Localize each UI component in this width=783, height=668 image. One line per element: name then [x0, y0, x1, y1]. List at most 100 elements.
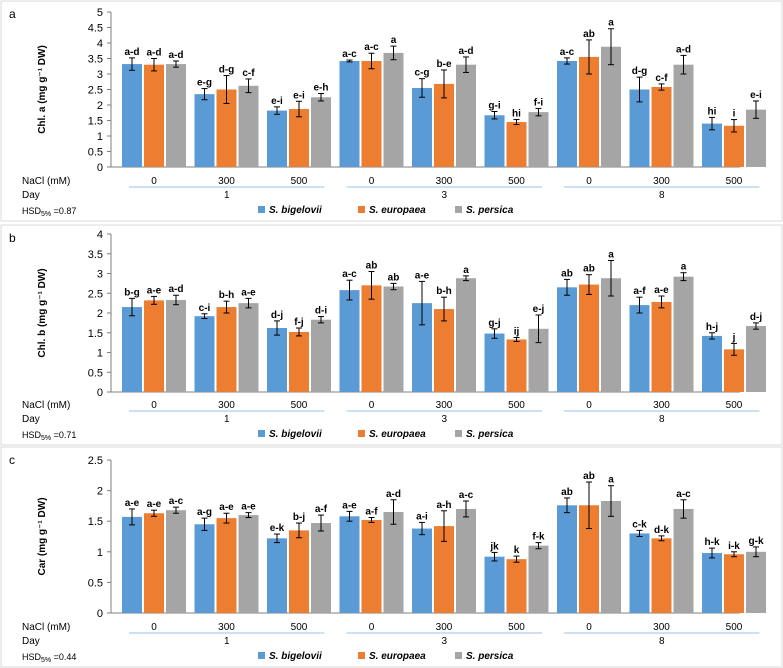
significance-letter: a-c	[169, 496, 184, 507]
bar-bigelovii	[702, 553, 722, 613]
bar-bigelovii	[122, 516, 142, 613]
legend-label-europaea: S. europaea	[369, 651, 426, 662]
bar-persica	[601, 501, 621, 613]
significance-letter: hi	[512, 109, 521, 120]
bar-europaea	[651, 538, 672, 613]
significance-letter: a-f	[315, 504, 328, 515]
significance-letter: a-e	[241, 502, 256, 513]
hsd-label: HSD5% =0.44	[22, 652, 76, 664]
bar-europaea	[289, 109, 309, 167]
significance-letter: d-i	[315, 306, 327, 317]
significance-letter: ab	[561, 268, 573, 279]
legend-swatch-europaea	[358, 206, 365, 213]
legend-swatch-europaea	[358, 652, 365, 659]
bar-persica	[456, 508, 476, 613]
day-label: Day	[22, 414, 40, 425]
significance-letter: a	[608, 18, 614, 29]
y-tick-label: 2	[97, 100, 103, 112]
bar-persica	[528, 545, 549, 613]
significance-letter: a-e	[147, 499, 162, 510]
significance-letter: h-k	[705, 537, 720, 548]
significance-letter: a-c	[342, 269, 357, 280]
bar-persica	[311, 319, 331, 392]
legend-swatch-bigelovii	[258, 652, 265, 659]
bar-bigelovii	[194, 94, 215, 167]
significance-letter: a	[391, 35, 397, 46]
significance-letter: hi	[708, 106, 717, 117]
significance-letter: b-j	[293, 512, 305, 523]
y-tick-label: 3	[97, 69, 103, 81]
bar-persica	[673, 508, 694, 613]
nacl-level: 300	[653, 622, 670, 633]
nacl-level: 0	[151, 176, 157, 187]
significance-letter: a-c	[459, 490, 474, 501]
panel-a: a 0 0.5 1 1.5 2 2.5 3 3.5 4 4.5 5 Chl. a (mg g⁻¹ DW)…	[0, 0, 783, 222]
significance-letter: g-k	[749, 536, 764, 547]
bar-persica	[528, 112, 549, 167]
bar-persica	[746, 109, 766, 167]
nacl-level: 0	[369, 622, 375, 633]
bar-persica	[311, 523, 331, 613]
bar-persica	[601, 46, 621, 167]
significance-letter: b-g	[124, 287, 140, 298]
nacl-level: 300	[218, 176, 235, 187]
day-label: Day	[22, 636, 40, 647]
significance-letter: d-j	[750, 312, 762, 323]
y-tick-label: 0.5	[88, 367, 103, 379]
bar-persica	[383, 52, 404, 167]
legend-swatch-persica	[455, 206, 462, 213]
nacl-level: 300	[436, 176, 453, 187]
bar-persica	[456, 278, 476, 392]
bar-europaea	[579, 56, 599, 168]
bar-europaea	[724, 125, 744, 167]
panel-letter: c	[9, 453, 15, 467]
significance-letter: a-d	[169, 50, 184, 61]
y-tick-label: 1.5	[88, 516, 103, 528]
bar-europaea	[434, 83, 454, 167]
nacl-level: 500	[291, 176, 308, 187]
bar-persica	[746, 326, 766, 392]
bar-europaea	[361, 60, 382, 168]
y-tick-label: 1.5	[88, 116, 103, 128]
nacl-label: NaCl (mM)	[22, 176, 70, 187]
day-value: 1	[224, 414, 230, 425]
significance-letter: g-i	[488, 101, 500, 112]
panel-letter: b	[9, 231, 16, 245]
significance-letter: c-k	[632, 519, 647, 530]
bar-bigelovii	[702, 335, 722, 392]
bar-persica	[673, 64, 694, 167]
bar-bigelovii	[412, 528, 432, 613]
nacl-level: 300	[436, 400, 453, 411]
significance-letter: ab	[583, 471, 595, 482]
day-value: 1	[224, 636, 230, 647]
significance-letter: b-h	[219, 290, 235, 301]
nacl-level: 500	[291, 400, 308, 411]
bar-persica	[383, 286, 404, 392]
day-label: Day	[22, 190, 40, 201]
legend-swatch-bigelovii	[258, 430, 265, 437]
significance-letter: a-d	[676, 44, 691, 55]
bar-bigelovii	[412, 87, 432, 167]
significance-letter: c-f	[242, 68, 255, 79]
y-tick-label: 2	[97, 486, 103, 498]
legend-swatch-europaea	[358, 430, 365, 437]
y-tick-label: 1	[97, 547, 103, 559]
significance-letter: ij	[514, 326, 520, 337]
day-value: 3	[441, 190, 447, 201]
bar-bigelovii	[702, 123, 722, 167]
legend-label-europaea: S. europaea	[369, 205, 426, 216]
bar-persica	[601, 278, 621, 392]
nacl-level: 500	[726, 400, 743, 411]
bar-bigelovii	[339, 516, 360, 613]
y-tick-label: 4	[97, 38, 103, 50]
significance-letter: f-k	[532, 532, 545, 543]
y-axis-title: Chl. a (mg g⁻¹ DW)	[37, 45, 48, 134]
bar-bigelovii	[484, 333, 505, 392]
day-value: 8	[659, 190, 665, 201]
significance-letter: c-f	[655, 73, 668, 84]
y-tick-label: 0	[97, 387, 103, 399]
significance-letter: j	[732, 332, 736, 343]
significance-letter: g-j	[488, 318, 500, 329]
nacl-level: 0	[369, 176, 375, 187]
bar-europaea	[724, 554, 744, 613]
